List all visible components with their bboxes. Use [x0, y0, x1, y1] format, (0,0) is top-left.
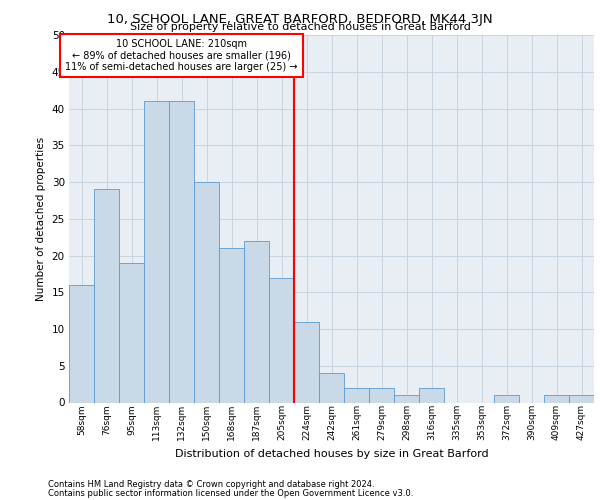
Bar	[544, 395, 569, 402]
Text: Contains public sector information licensed under the Open Government Licence v3: Contains public sector information licen…	[48, 488, 413, 498]
Bar	[494, 395, 519, 402]
Text: Contains HM Land Registry data © Crown copyright and database right 2024.: Contains HM Land Registry data © Crown c…	[48, 480, 374, 489]
Bar	[294, 322, 319, 402]
Bar	[369, 388, 394, 402]
Bar	[394, 395, 419, 402]
Text: 10 SCHOOL LANE: 210sqm
← 89% of detached houses are smaller (196)
11% of semi-de: 10 SCHOOL LANE: 210sqm ← 89% of detached…	[65, 38, 298, 72]
Bar	[119, 263, 144, 402]
Bar	[69, 285, 94, 403]
Bar	[194, 182, 219, 402]
Bar	[269, 278, 294, 402]
Bar	[169, 101, 194, 402]
Bar	[94, 190, 119, 402]
Text: 10, SCHOOL LANE, GREAT BARFORD, BEDFORD, MK44 3JN: 10, SCHOOL LANE, GREAT BARFORD, BEDFORD,…	[107, 12, 493, 26]
Bar	[319, 373, 344, 402]
Y-axis label: Number of detached properties: Number of detached properties	[36, 136, 46, 301]
Bar	[219, 248, 244, 402]
Bar	[344, 388, 369, 402]
Text: Size of property relative to detached houses in Great Barford: Size of property relative to detached ho…	[130, 22, 470, 32]
Bar	[569, 395, 594, 402]
Bar	[144, 101, 169, 402]
X-axis label: Distribution of detached houses by size in Great Barford: Distribution of detached houses by size …	[175, 448, 488, 458]
Bar	[419, 388, 444, 402]
Bar	[244, 241, 269, 402]
